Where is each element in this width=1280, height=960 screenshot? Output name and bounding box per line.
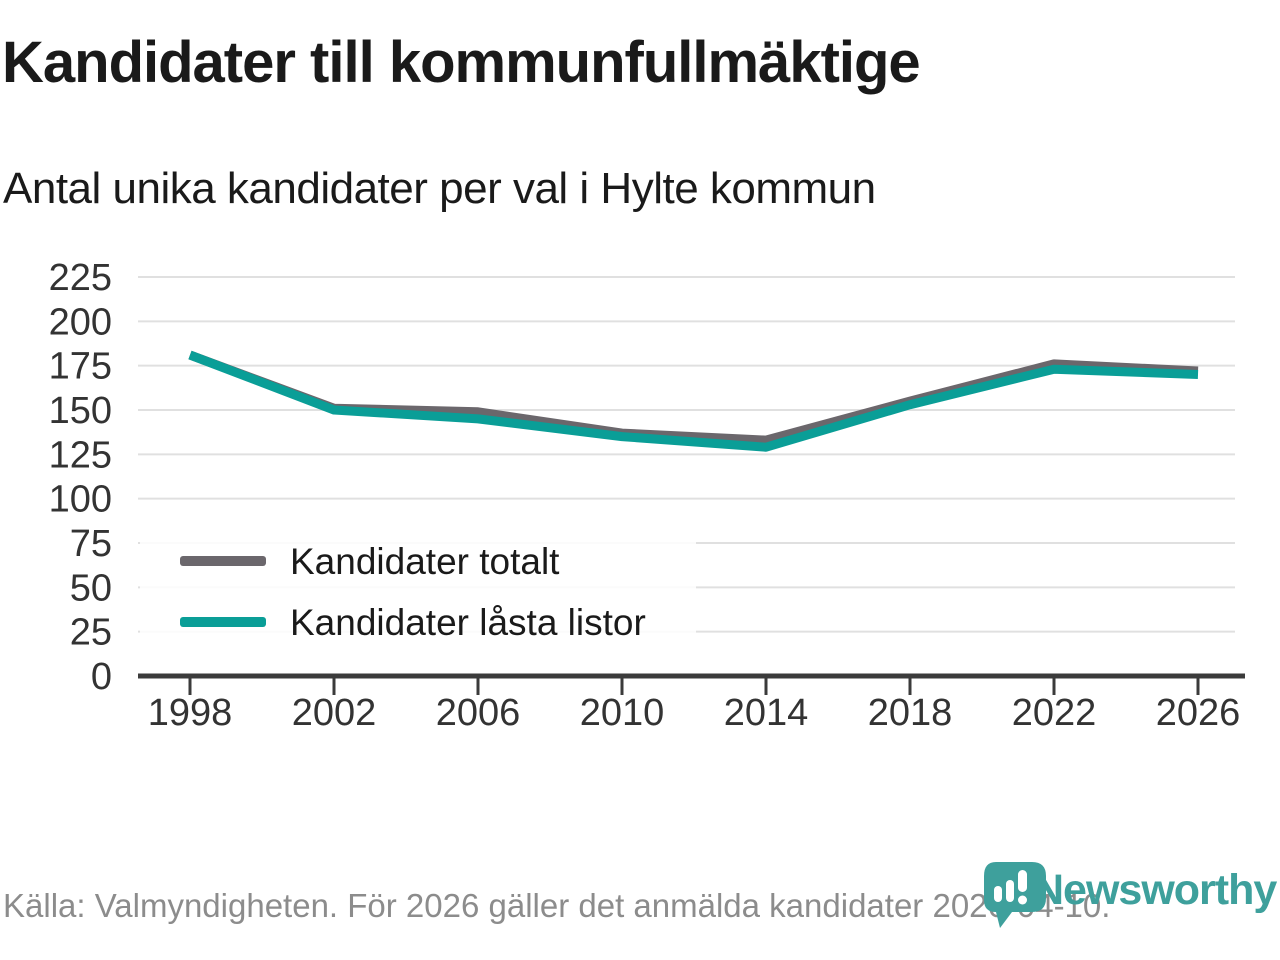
legend-label-1: Kandidater låsta listor [290, 602, 646, 643]
legend-label-0: Kandidater totalt [290, 541, 560, 582]
pin-bar-2 [1006, 880, 1014, 902]
y-tick-label: 125 [49, 434, 112, 476]
x-tick-label: 1998 [148, 692, 233, 734]
y-tick-label: 0 [91, 656, 112, 698]
pin-exclamation-dot [1018, 895, 1027, 905]
y-tick-label: 50 [70, 567, 112, 609]
x-tick-label: 2026 [1156, 692, 1241, 734]
y-tick-label: 75 [70, 523, 112, 565]
y-tick-label: 200 [49, 301, 112, 343]
legend-background [140, 528, 696, 654]
legend-swatch-0 [180, 556, 266, 566]
pin-bar-1 [994, 886, 1002, 902]
newsworthy-wordmark: Newsworthy [1033, 866, 1277, 914]
pin-bubble-shape [984, 862, 1046, 928]
x-tick-label: 2018 [868, 692, 953, 734]
y-tick-label: 175 [49, 346, 112, 388]
x-tick-label: 2006 [436, 692, 521, 734]
series-line-1 [188, 350, 1199, 452]
line-chart-canvas: Kandidater totalt Kandidater låsta listor… [49, 257, 1245, 734]
line-chart: Kandidater totalt Kandidater låsta listor… [0, 250, 1280, 750]
legend-swatch-1 [180, 617, 266, 627]
y-tick-label: 25 [70, 612, 112, 654]
source-note: Källa: Valmyndigheten. För 2026 gäller d… [3, 887, 1111, 924]
x-tick-label: 2010 [580, 692, 665, 734]
y-tick-label: 150 [49, 390, 112, 432]
newsworthy-pin-icon [984, 862, 1046, 928]
y-tick-label: 225 [49, 257, 112, 299]
pin-exclamation-bar [1018, 870, 1027, 892]
x-tick-label: 2002 [292, 692, 377, 734]
x-tick-label: 2022 [1012, 692, 1097, 734]
chart-title: Kandidater till kommunfullmäktige [2, 30, 921, 95]
x-tick-label: 2014 [724, 692, 809, 734]
chart-subtitle: Antal unika kandidater per val i Hylte k… [3, 164, 876, 213]
y-tick-label: 100 [49, 479, 112, 521]
